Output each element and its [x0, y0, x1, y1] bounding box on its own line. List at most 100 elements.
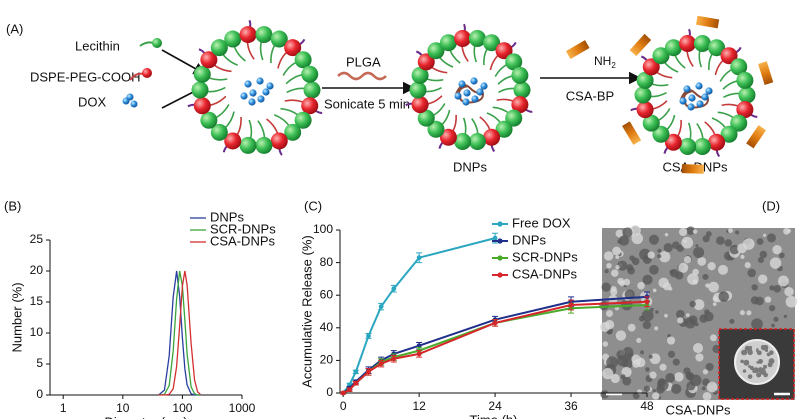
product-label: DNPs	[453, 159, 487, 174]
dox-core	[463, 89, 471, 97]
tem-particle	[677, 317, 684, 324]
tem-particle	[718, 264, 728, 275]
legend-label: CSA-DNPs	[210, 233, 276, 248]
panel-label: (D)	[762, 198, 780, 213]
tem-particle	[773, 284, 781, 293]
tem-particle	[681, 236, 694, 249]
legend-label: DNPs	[210, 209, 244, 224]
tem-particle	[729, 318, 735, 324]
tem-particle	[685, 313, 690, 317]
tem-particle	[675, 309, 685, 319]
tem-particle	[642, 320, 652, 330]
dspe-head	[270, 132, 288, 150]
lecithin-head	[427, 42, 445, 60]
step-label: Sonicate 5 min	[324, 96, 410, 111]
tem-particle	[645, 367, 650, 372]
legend-marker	[497, 238, 503, 244]
data-point	[378, 361, 384, 367]
dox-core	[458, 80, 466, 88]
tem-particle	[627, 323, 636, 332]
lecithin-icon	[152, 38, 162, 48]
tem-particle	[666, 336, 676, 345]
dox-icon	[126, 93, 134, 101]
data-point	[391, 286, 397, 292]
lecithin-head	[636, 71, 654, 89]
dspe-head	[495, 42, 513, 60]
dspe-head	[642, 58, 660, 76]
tem-particle	[654, 326, 659, 331]
dspe-head	[301, 97, 319, 115]
tem-inset-texture	[744, 348, 748, 352]
nanoparticle	[622, 15, 774, 174]
tem-particle	[622, 227, 633, 238]
y-tick-label: 20	[320, 353, 334, 367]
data-point	[492, 235, 498, 241]
dox-core	[480, 82, 488, 90]
dspe-head	[284, 39, 302, 57]
tem-particle	[652, 392, 660, 400]
component-label: DSPE-PEG-COOH	[30, 69, 141, 84]
tem-particle	[784, 286, 794, 297]
lecithin-head	[652, 125, 670, 143]
tem-particle	[759, 250, 768, 259]
tem-particle	[652, 288, 657, 293]
tem-particle	[744, 262, 751, 269]
x-tick-label: 24	[488, 399, 502, 413]
tem-particle	[599, 322, 610, 332]
tem-particle	[740, 254, 745, 260]
tem-particle	[772, 244, 782, 255]
tem-inset-texture	[756, 350, 762, 356]
dox-core	[262, 88, 270, 96]
data-point	[378, 304, 384, 310]
legend-marker	[497, 221, 503, 227]
y-tick-label: 80	[320, 255, 334, 269]
lecithin-head	[255, 26, 273, 44]
lecithin-head	[505, 53, 523, 71]
tem-particle	[751, 284, 758, 291]
tem-particle	[735, 230, 740, 235]
tem-particle	[602, 341, 609, 347]
tem-particle	[604, 269, 609, 274]
tem-particle	[655, 310, 659, 314]
x-tick-label: 12	[412, 399, 426, 413]
step-label: PLGA	[346, 54, 381, 69]
tem-particle	[664, 313, 668, 318]
tem-particle	[773, 316, 779, 322]
tem-particle	[739, 310, 745, 316]
lecithin-head	[284, 123, 302, 141]
tem-inset-texture	[749, 365, 755, 371]
lecithin-head	[417, 109, 435, 127]
reagent-group-sub: 2	[611, 61, 616, 70]
lecithin-head	[294, 111, 312, 129]
tem-particle	[710, 334, 717, 342]
dox-core	[248, 98, 256, 106]
tem-particle	[623, 278, 631, 286]
lecithin-head	[730, 58, 748, 76]
series-line	[342, 295, 648, 394]
reagent-group: NH2	[594, 54, 616, 70]
dox-core	[470, 77, 478, 85]
legend-label: DNPs	[512, 232, 546, 247]
tem-particle	[701, 386, 706, 391]
dspe-head	[636, 101, 654, 119]
tem-particle	[783, 227, 790, 235]
tem-particle	[663, 243, 673, 253]
tem-particle	[747, 268, 756, 278]
tem-particle	[652, 389, 656, 393]
dox-core	[256, 77, 264, 85]
tem-particle	[610, 286, 617, 293]
step-label: CSA-BP	[566, 88, 614, 103]
tem-particle	[616, 349, 627, 360]
data-point	[416, 351, 422, 357]
tem-particle	[737, 243, 748, 254]
tem-particle	[665, 373, 676, 383]
panel-label: (C)	[304, 198, 322, 213]
tem-caption: CSA-DNPs	[665, 402, 731, 417]
tem-particle	[678, 262, 689, 273]
tem-particle	[707, 262, 716, 271]
y-tick-label: 5	[36, 356, 43, 370]
tem-particle	[648, 354, 653, 359]
tem-particle	[704, 309, 710, 315]
csa-bp	[629, 33, 652, 57]
